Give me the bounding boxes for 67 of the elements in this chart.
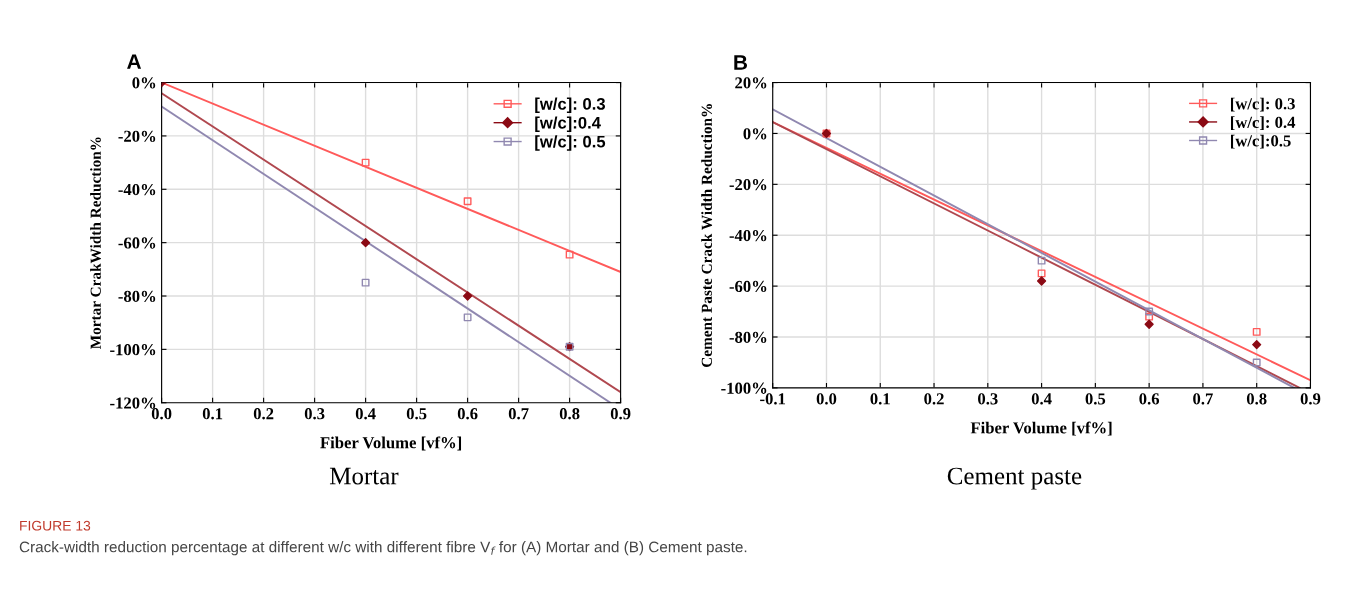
y-tick-label: -100% [721, 382, 767, 394]
x-tick-label: 0.3 [304, 408, 325, 420]
x-tick-label: 0.4 [1031, 393, 1052, 405]
x-tick-label: 0.2 [924, 393, 944, 405]
point [1145, 312, 1154, 321]
x-tick-label: 0.0 [151, 408, 172, 420]
y-tick-label: -40% [729, 229, 767, 242]
y-tick-label: -80% [118, 290, 156, 303]
x-tick-label: 0.6 [457, 408, 478, 420]
x-tick-label: 0.6 [1139, 393, 1160, 405]
point [361, 278, 370, 287]
point [1252, 358, 1261, 367]
x-axis-title: Fiber Volume [vf%] [320, 436, 462, 451]
point [361, 158, 370, 167]
x-tick-label: 0.5 [406, 408, 427, 420]
legend-label: [w/c]: 0.4 [1230, 116, 1296, 131]
x-tick-label: 0.9 [610, 408, 631, 420]
x-tick-label: 0.9 [1300, 393, 1321, 405]
point [1144, 319, 1154, 329]
y-tick-label: 0% [743, 128, 767, 140]
legend-label: [w/c]:0.4 [535, 116, 601, 132]
x-tick-label: 0.5 [1085, 393, 1106, 405]
y-tick-label: -20% [729, 179, 767, 191]
y-tick-label: -60% [118, 237, 156, 249]
legend-label: [w/c]:0.5 [1230, 134, 1291, 149]
x-tick-label: 0.1 [202, 408, 223, 420]
point [1252, 340, 1262, 350]
y-tick-label: -40% [118, 183, 156, 196]
y-tick-label: -80% [729, 331, 767, 343]
point [463, 313, 472, 322]
text: B [734, 55, 748, 70]
caption: FIGURE 13 [20, 520, 91, 531]
x-axis-title: Fiber Volume [vf%] [970, 421, 1112, 436]
x-tick-label: 0.0 [816, 393, 837, 405]
x-tick-label: 0.8 [1246, 393, 1267, 405]
point [1145, 307, 1154, 316]
legend-label: [w/c]: 0.3 [535, 97, 606, 114]
text: Cement paste [947, 467, 1082, 490]
legend-label: [w/c]: 0.3 [1230, 97, 1295, 112]
y-tick-label: -100% [110, 344, 156, 356]
point [1036, 276, 1047, 286]
text: Mortar [329, 467, 399, 485]
point [463, 197, 472, 206]
x-tick-label: 0.7 [508, 408, 529, 420]
text: Crack-width reduction percentage at different w/c with different fibre V$_{f}$ for (A) Mortar and (B) Cement paste. [19, 541, 747, 556]
y-axis-title: Mortar CrakWidth Reduction% [90, 137, 101, 350]
text: A [127, 54, 142, 69]
x-tick-label: 0.7 [1193, 393, 1213, 405]
point [565, 250, 574, 259]
y-tick-label: 0% [132, 77, 156, 89]
y-tick-label: -60% [729, 280, 767, 293]
point [1037, 269, 1046, 278]
legend-label: [w/c]: 0.5 [535, 135, 606, 151]
y-tick-label: -20% [118, 130, 156, 142]
x-tick-label: 0.1 [870, 393, 890, 405]
y-tick-label: 20% [735, 77, 767, 89]
x-tick-label: 0.2 [253, 408, 274, 420]
x-tick-label: 0.8 [559, 408, 580, 420]
y-tick-label: -120% [110, 397, 156, 409]
y-axis-title: Cement Paste Crack Width Reduction% [701, 104, 713, 368]
point [462, 291, 473, 301]
point [1037, 256, 1046, 265]
point [360, 238, 371, 248]
x-tick-label: -0.1 [760, 393, 786, 405]
point [1252, 327, 1261, 336]
x-tick-label: 0.4 [355, 408, 376, 420]
x-tick-label: 0.3 [978, 393, 998, 405]
